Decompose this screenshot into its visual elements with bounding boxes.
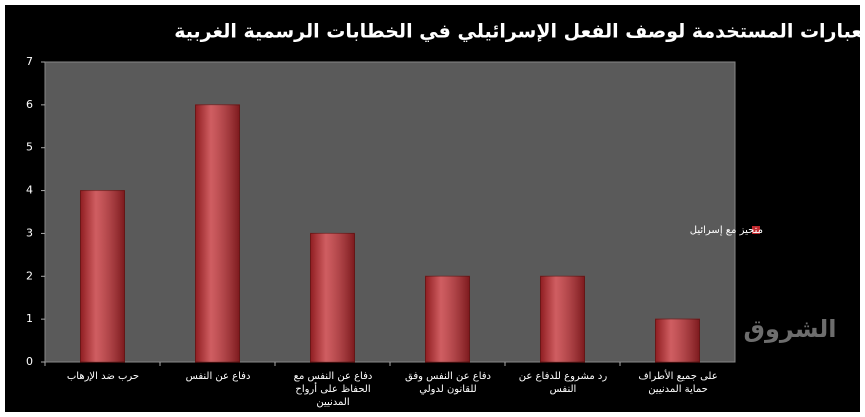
legend-swatch	[752, 226, 760, 234]
bar	[425, 275, 470, 363]
y-tick-label: 0	[26, 355, 33, 368]
x-tick-label: على جميع الأطراف حماية المدنيين	[638, 371, 718, 395]
x-tick-label: دفاع عن النفس وفق للقانون لدولي	[405, 371, 491, 395]
x-tick-label: دفاع عن النفس	[185, 371, 251, 382]
chart-title: العبارات المستخدمة لوصف الفعل الإسرائيلي…	[174, 21, 865, 43]
x-tick-label: حرب ضد الإرهاب	[66, 371, 140, 382]
y-tick-label: 4	[26, 184, 33, 197]
y-tick-label: 7	[26, 55, 33, 68]
y-tick-label: 6	[26, 98, 33, 111]
bar	[655, 318, 700, 363]
bar	[195, 104, 240, 363]
legend-label: متحيز مع إسرائيل	[690, 225, 763, 236]
y-tick-label: 1	[26, 312, 33, 325]
bar	[80, 190, 125, 363]
y-tick-label: 5	[26, 141, 33, 154]
plot-area	[44, 61, 736, 363]
bar	[540, 275, 585, 363]
y-tick-label: 3	[26, 226, 33, 239]
watermark: الشروق	[744, 315, 837, 343]
x-tick-label: دفاع عن النفس مع الحفاظ على أرواح المدني…	[293, 371, 373, 408]
bar	[310, 232, 355, 363]
y-tick-label: 2	[26, 269, 33, 282]
x-tick-label: رد مشروع للدفاع عن النفس	[518, 371, 608, 395]
